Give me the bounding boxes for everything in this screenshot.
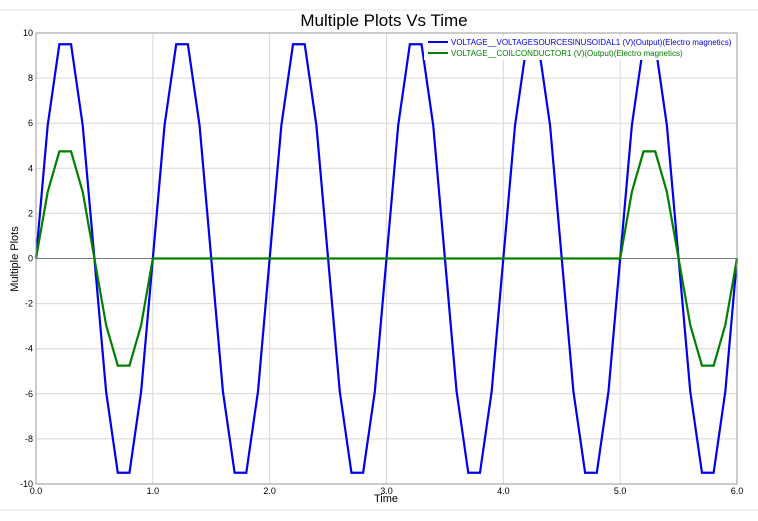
y-axis-ticks: 10 8 6 4 2 0 -2 -4 -6 -8 -10 [20, 28, 33, 489]
legend-entry-label: VOLTAGE__VOLTAGESOURCESINUSOIDAL1 (V)(Ou… [451, 38, 732, 47]
legend-entry-label: VOLTAGE__COILCONDUCTOR1 (V)(Output)(Elec… [451, 49, 683, 58]
y-tick-label: -8 [25, 434, 33, 444]
y-axis-label: Multiple Plots [9, 226, 21, 292]
y-tick-label: -4 [25, 344, 33, 354]
y-tick-label: 10 [23, 28, 33, 38]
x-tick-label: 0.0 [30, 486, 43, 496]
x-tick-label: 3.0 [380, 486, 393, 496]
y-tick-label: -2 [25, 299, 33, 309]
series-line-2 [34, 150, 739, 367]
x-tick-label: 4.0 [497, 486, 510, 496]
y-tick-label: 2 [28, 208, 33, 218]
legend-background [424, 36, 736, 60]
y-tick-label: 6 [28, 118, 33, 128]
y-tick-label: -10 [20, 479, 33, 489]
x-axis-label: Time [374, 493, 398, 505]
y-tick-label: -6 [25, 389, 33, 399]
y-tick-label: 0 [28, 254, 33, 264]
y-tick-label: 4 [28, 163, 33, 173]
x-tick-label: 5.0 [614, 486, 627, 496]
x-axis-ticks: 0.0 1.0 2.0 3.0 4.0 5.0 6.0 [30, 486, 744, 496]
x-tick-label: 6.0 [731, 486, 744, 496]
plot-frame [35, 32, 738, 485]
series-lines [34, 43, 739, 474]
chart-title: Multiple Plots Vs Time [300, 11, 467, 30]
x-tick-label: 2.0 [263, 486, 276, 496]
legend: VOLTAGE__VOLTAGESOURCESINUSOIDAL1 (V)(Ou… [424, 36, 736, 60]
x-tick-label: 1.0 [147, 486, 160, 496]
y-tick-label: 8 [28, 73, 33, 83]
